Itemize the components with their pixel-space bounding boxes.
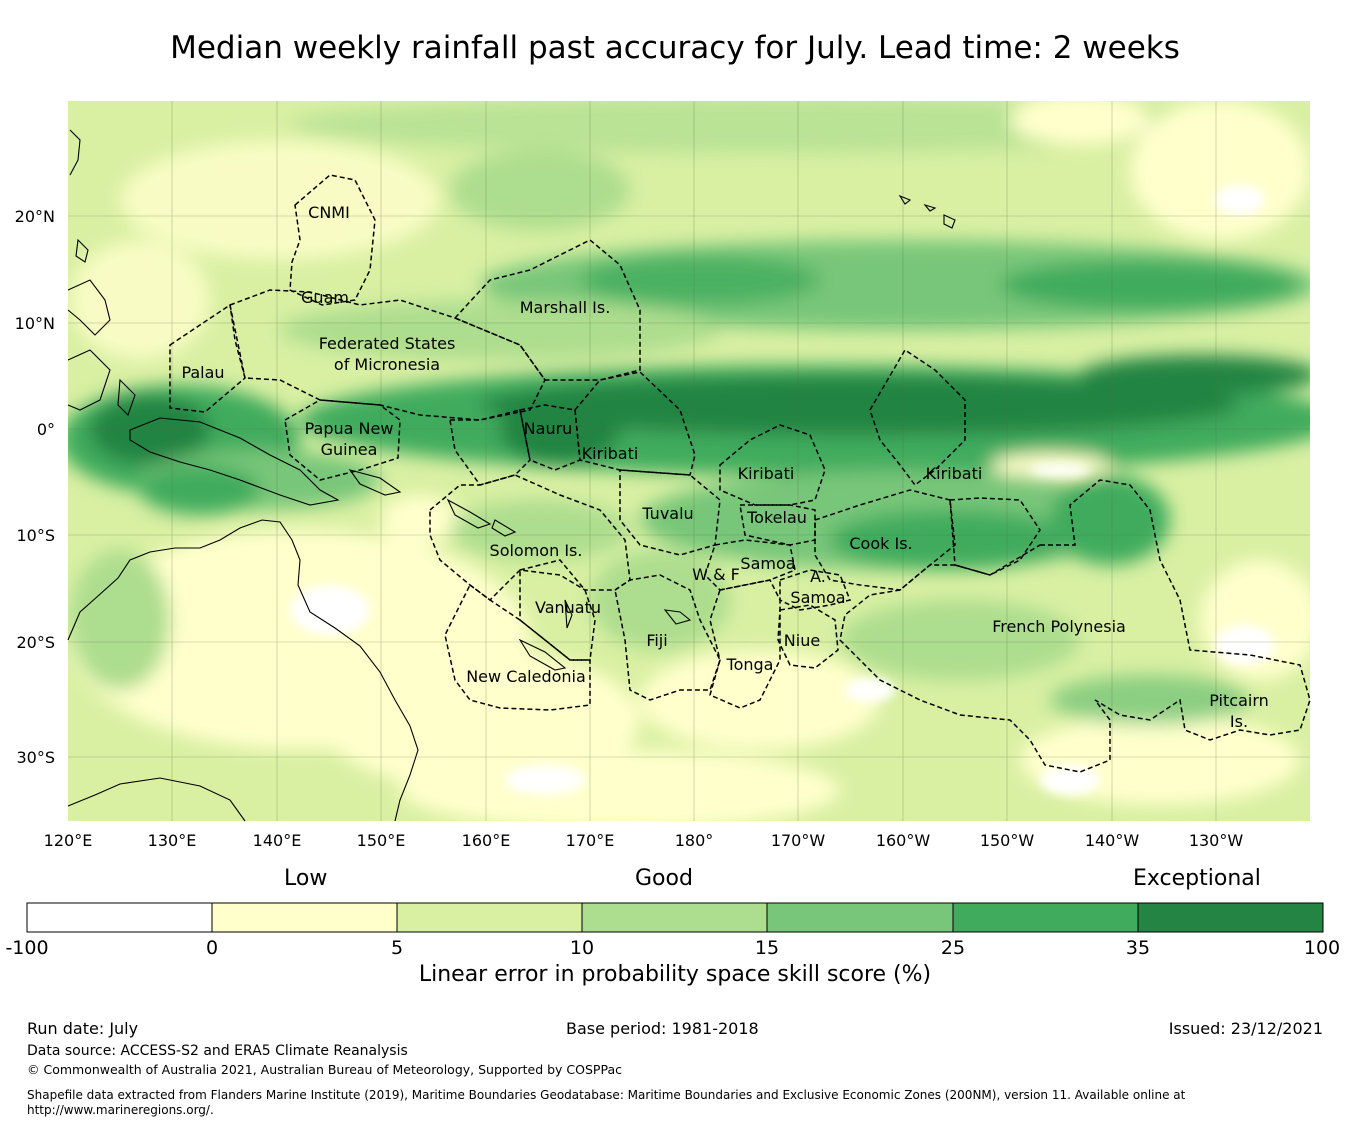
label-cnmi: CNMI [308,203,350,222]
data-source: Data source: ACCESS-S2 and ERA5 Climate … [27,1043,408,1059]
colorbar-tick: 25 [941,937,965,959]
colorbar-tick: 5 [391,937,403,959]
map-title: Median weekly rainfall past accuracy for… [170,30,1180,66]
colorbar-tick: 100 [1304,937,1340,959]
legend-category-good: Good [635,866,693,891]
colorbar-swatch [212,903,397,932]
legend-category-exceptional: Exceptional [1133,866,1261,891]
label-tonga: Tonga [726,655,774,674]
lon-label: 120°E [44,831,93,850]
lon-label: 160°E [462,831,511,850]
label-pitcairn-is: Pitcairn Is. [1209,691,1269,731]
colorbar-tick: 10 [570,937,594,959]
lon-label: 170°E [566,831,615,850]
label-vanuatu: Vanuatu [535,598,601,617]
lat-label: 20°S [16,633,55,652]
label-kiribati-east: Kiribati [926,464,983,483]
issued-date: Issued: 23/12/2021 [1168,1019,1323,1038]
colorbar-swatch [27,903,212,932]
colorbar-swatch [582,903,767,932]
lon-label: 140°W [1085,831,1140,850]
label-fiji: Fiji [646,631,667,650]
colorbar-swatches [27,903,1323,932]
label-wallis-futuna: W & F [692,565,740,584]
colorbar-tick: 0 [206,937,218,959]
coastlines [67,129,956,822]
label-nauru: Nauru [524,419,573,438]
colorbar-swatch [767,903,953,932]
colorbar-swatch [397,903,582,932]
label-cook-is: Cook Is. [849,534,912,553]
lat-label: 0° [37,420,55,439]
label-kiribati-west: Kiribati [582,444,639,463]
label-new-caledonia: New Caledonia [466,667,586,686]
label-marshall-is: Marshall Is. [520,298,611,317]
label-french-polynesia: French Polynesia [992,617,1126,636]
lat-label: 10°N [15,314,55,333]
shapefile-credit: Shapefile data extracted from Flanders M… [27,1088,1186,1117]
lat-label: 30°S [16,748,55,767]
lon-label: 150°E [357,831,406,850]
colorbar-tick: 35 [1126,937,1150,959]
lon-label: 170°W [771,831,826,850]
base-period: Base period: 1981-2018 [566,1019,759,1038]
run-date: Run date: July [27,1019,139,1038]
label-guam: Guam [301,288,349,307]
label-solomon-is: Solomon Is. [490,541,583,560]
label-png: Papua New Guinea [305,419,394,459]
label-american-samoa: A. Samoa [790,567,845,607]
label-palau: Palau [181,363,224,382]
skill-score-field [68,101,1310,821]
colorbar-title: Linear error in probability space skill … [418,962,932,987]
lon-label: 140°E [253,831,302,850]
colorbar-swatch [953,903,1138,932]
eez-boundaries [169,174,1311,773]
colorbar-tick: -100 [5,937,48,959]
longitude-labels: 120°E 130°E 140°E 150°E 160°E 170°E 180°… [44,831,1244,850]
graticule [68,101,1310,821]
label-niue: Niue [784,631,820,650]
lon-label: 130°E [148,831,197,850]
label-tokelau: Tokelau [746,508,807,527]
latitude-labels: 20°N 10°N 0° 10°S 20°S 30°S [15,207,55,767]
label-samoa: Samoa [740,554,795,573]
lon-label: 160°W [876,831,931,850]
label-fsm: Federated States of Micronesia [319,334,456,374]
colorbar-swatch [1138,903,1323,932]
label-kiribati-central: Kiribati [738,464,795,483]
label-tuvalu: Tuvalu [641,504,693,523]
copyright: © Commonwealth of Australia 2021, Austra… [27,1062,622,1077]
lon-label: 130°W [1189,831,1244,850]
legend-category-low: Low [284,866,328,891]
lat-label: 20°N [15,207,55,226]
colorbar: -100 0 5 10 15 25 35 100 [5,902,1340,959]
lat-label: 10°S [16,526,55,545]
region-labels: CNMI Guam Marshall Is. Federated States o… [181,203,1268,731]
colorbar-tick: 15 [755,937,779,959]
lon-label: 150°W [980,831,1035,850]
lon-label: 180° [675,831,714,850]
